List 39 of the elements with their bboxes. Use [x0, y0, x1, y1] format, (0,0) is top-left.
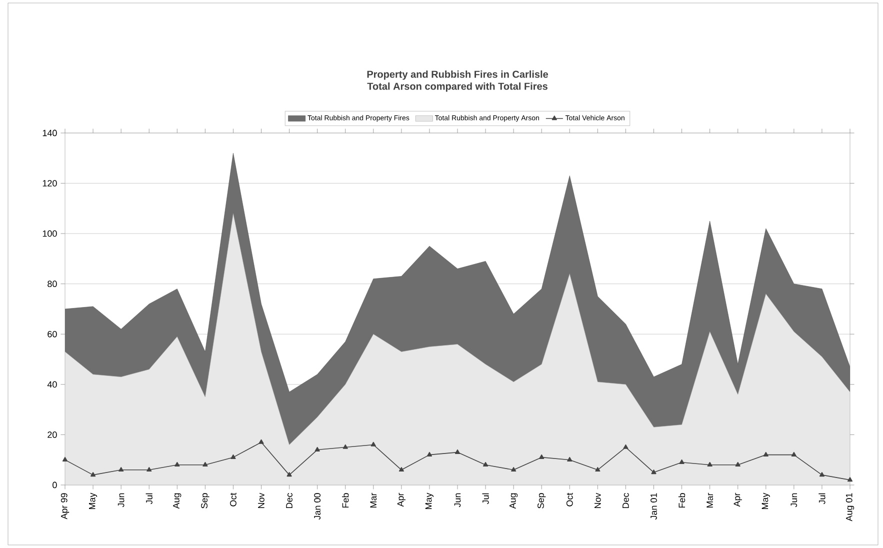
y-tick-label: 120 — [42, 180, 57, 186]
x-tick-label: Apr 99 — [60, 493, 70, 520]
x-tick-label: Jul — [482, 493, 489, 504]
x-tick-label: Oct — [230, 492, 236, 506]
y-tick-label: 0 — [52, 482, 57, 488]
x-tick-label: Jun — [790, 493, 798, 508]
x-tick-label: Aug 01 — [846, 493, 854, 522]
y-tick-label: 80 — [48, 280, 57, 288]
x-tick-label: Jan 01 — [650, 493, 657, 520]
y-tick-label: 40 — [47, 381, 57, 388]
x-tick-label: Oct — [566, 492, 573, 506]
chart-title: Property and Rubbish Fires in Carlisle — [367, 70, 548, 80]
x-tick-label: Aug — [173, 493, 182, 509]
x-tick-label: Aug — [510, 493, 518, 509]
x-tick-label: Mar — [706, 492, 713, 508]
x-tick-label: Dec — [622, 493, 629, 508]
x-tick-label: Nov — [594, 492, 601, 508]
x-tick-label: Sep — [538, 493, 546, 508]
y-tick-label: 20 — [48, 432, 57, 438]
x-tick-label: Feb — [678, 493, 686, 508]
x-tick-label: Apr — [397, 492, 406, 507]
x-tick-label: Jul — [146, 493, 152, 504]
x-tick-label: May — [762, 492, 770, 510]
x-tick-label: Apr — [734, 492, 742, 507]
y-tick-label: 100 — [42, 230, 57, 237]
chart-subtitle: Total Arson compared with Total Fires — [367, 82, 548, 92]
x-tick-label: Dec — [286, 493, 292, 508]
x-tick-label: Sep — [201, 493, 210, 508]
x-tick-label: Jan 00 — [314, 493, 321, 520]
x-tick-label: Jul — [818, 493, 826, 504]
x-tick-label: May — [89, 492, 98, 510]
x-tick-label: Nov — [258, 492, 264, 508]
y-tick-label: 60 — [48, 330, 57, 338]
x-tick-label: Jun — [118, 493, 124, 508]
x-tick-label: Mar — [370, 492, 377, 508]
x-tick-label: Jun — [454, 493, 461, 508]
x-tick-label: May — [425, 492, 434, 510]
y-tick-label: 140 — [42, 130, 57, 136]
x-tick-label: Feb — [342, 493, 349, 508]
